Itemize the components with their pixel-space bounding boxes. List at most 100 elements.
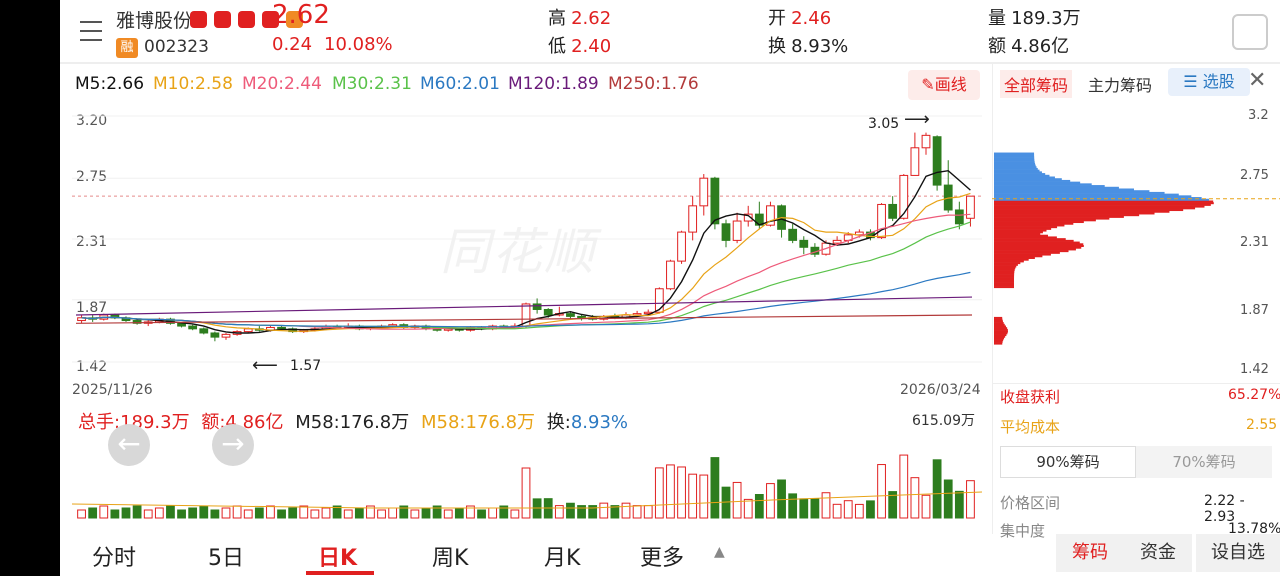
tab-5day[interactable]: 5日: [208, 546, 244, 571]
volume-bar: [454, 507, 464, 519]
orange-badge-icon: [286, 11, 303, 28]
volume-bar: [466, 505, 475, 519]
candle-body: [910, 147, 920, 176]
volume-bar: [754, 494, 764, 519]
high-label: 高: [548, 8, 566, 29]
chip-bar: [994, 337, 1005, 340]
volume-turn: 8.93%: [570, 412, 629, 433]
red-badge-icon: [262, 11, 279, 28]
volume-bar: [232, 505, 242, 519]
chip-bar: [994, 221, 1084, 224]
add-favorite-button[interactable]: 设自选: [1196, 534, 1280, 572]
amount-value: 4.86亿: [1011, 36, 1070, 57]
chip-bar: [994, 157, 1035, 160]
chip-bar: [994, 229, 1047, 232]
volume-bar: [521, 467, 531, 519]
chip-bar: [994, 260, 1024, 263]
candle-body: [743, 213, 753, 222]
chip-bar: [994, 191, 1165, 194]
volume-bar: [154, 507, 164, 519]
chip-bar: [994, 340, 1003, 343]
left-arrow-icon: ⟵: [252, 355, 278, 376]
ma10-label: M10:2.58: [153, 74, 233, 94]
draw-line-button[interactable]: ✎画线: [908, 70, 980, 100]
chip-bar: [994, 173, 1046, 176]
volume-bar: [832, 503, 842, 519]
candle-body: [832, 239, 842, 244]
chip-bar: [994, 205, 1205, 208]
volume-bar: [732, 481, 742, 519]
chip-tab-main[interactable]: 主力筹码: [1088, 76, 1153, 95]
price-axis-label: 3.20: [76, 113, 108, 129]
right-arrow-icon: ⟶: [904, 109, 930, 130]
chip-bar: [994, 241, 1080, 244]
chip-bar: [994, 152, 1035, 155]
volume-bar: [377, 509, 386, 519]
volume-bar: [821, 492, 831, 519]
ma-line-m250: [75, 314, 973, 324]
chip-bar: [994, 222, 1074, 225]
chip-tab-all[interactable]: 全部筹码: [1000, 70, 1073, 98]
volume-bar: [366, 505, 375, 519]
watermark: 同花顺: [440, 223, 596, 281]
next-arrow-button[interactable]: →: [212, 424, 254, 466]
chip-segment-70[interactable]: 70%筹码: [1136, 446, 1272, 478]
candle-body: [710, 177, 720, 225]
volume-bar: [766, 483, 775, 519]
ma5-label: M5:2.66: [75, 74, 145, 94]
active-tab-underline: [306, 571, 374, 575]
volume-bar: [488, 507, 498, 519]
chip-bar: [994, 256, 1035, 259]
chip-bar: [994, 236, 1057, 239]
chip-bar: [994, 342, 1003, 345]
tab-monthly-k[interactable]: 月K: [544, 546, 581, 571]
candle-body: [732, 220, 742, 241]
low-annotation: 1.57: [290, 358, 322, 374]
volume-bar: [421, 507, 431, 519]
volume-bar: [410, 509, 420, 519]
chip-bar: [994, 183, 1092, 186]
volume-bar: [177, 509, 186, 519]
fund-button[interactable]: 资金: [1124, 534, 1192, 572]
tab-more[interactable]: 更多: [640, 546, 685, 571]
chip-bar: [994, 253, 1051, 256]
chip-button[interactable]: 筹码: [1056, 534, 1124, 572]
chip-bar: [994, 322, 1004, 325]
chip-bar: [994, 332, 1008, 335]
chip-bar: [994, 233, 1041, 236]
candle-body: [566, 313, 575, 317]
candle-body: [932, 136, 942, 186]
caret-up-icon[interactable]: ▲: [714, 544, 725, 560]
menu-icon[interactable]: [78, 18, 104, 44]
candle-body: [77, 317, 86, 322]
prev-arrow-button[interactable]: ←: [108, 424, 150, 466]
tab-weekly-k[interactable]: 周K: [432, 546, 469, 571]
chip-bar: [994, 244, 1084, 247]
screen-rotate-icon[interactable]: [1232, 14, 1268, 50]
tab-daily-k[interactable]: 日K: [318, 546, 358, 571]
candlestick-chart[interactable]: [72, 106, 982, 386]
volume-bar: [288, 507, 298, 519]
volume-bar: [188, 507, 198, 519]
volume-m58-b: M58:176.8万: [421, 412, 536, 433]
red-badge-icon: [190, 11, 207, 28]
volume-bar: [599, 502, 609, 519]
candle-body: [532, 303, 542, 310]
price-change-pct: 10.08%: [324, 34, 393, 55]
chip-segment-90[interactable]: 90%筹码: [1000, 446, 1136, 478]
chip-distribution-chart: [992, 152, 1280, 345]
volume-bar: [277, 509, 286, 519]
stock-pick-button[interactable]: ☰ 选股: [1168, 68, 1250, 96]
candle-body: [921, 134, 931, 149]
volume-bar: [932, 459, 942, 519]
chip-bar: [994, 154, 1035, 157]
volume-bar: [588, 505, 598, 519]
candle-body: [666, 260, 675, 290]
tab-intraday[interactable]: 分时: [92, 546, 137, 571]
volume-turn-label: 换:: [546, 412, 571, 433]
avg-cost-label: 平均成本: [1000, 418, 1061, 436]
chip-bar: [994, 246, 1082, 249]
close-icon[interactable]: ✕: [1248, 68, 1267, 93]
volume-bar: [343, 509, 353, 519]
high-value: 2.62: [571, 8, 612, 29]
